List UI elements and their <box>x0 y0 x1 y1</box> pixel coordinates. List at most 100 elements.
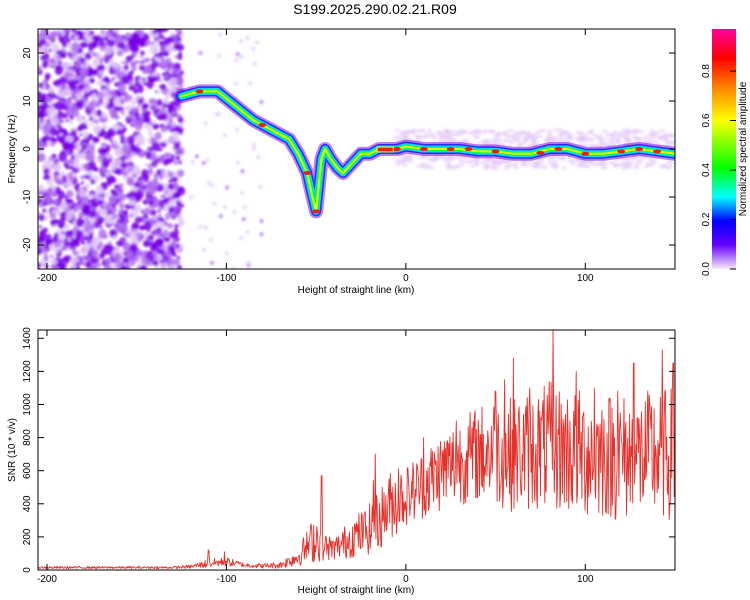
noise-blob <box>75 217 84 228</box>
halo-blob <box>530 140 539 144</box>
noise-blob <box>50 143 55 147</box>
noise-blob <box>92 59 99 67</box>
noise-blob <box>198 224 203 229</box>
noise-blob <box>168 101 176 110</box>
noise-blob <box>113 253 122 263</box>
noise-blob <box>177 186 186 196</box>
snr-y-axis-label: SNR (10 * v/v) <box>7 418 18 482</box>
halo-blob <box>552 128 559 132</box>
noise-blob <box>65 190 74 198</box>
noise-blob <box>71 29 77 33</box>
noise-blob <box>151 156 158 161</box>
noise-blob <box>54 66 64 75</box>
halo-blob <box>485 164 491 168</box>
noise-blob <box>171 181 179 191</box>
noise-blob <box>157 248 162 255</box>
halo-blob <box>395 128 400 132</box>
noise-blob <box>118 193 127 202</box>
noise-blob <box>68 243 76 250</box>
noise-blob <box>87 143 96 152</box>
noise-blob <box>171 251 177 257</box>
snr-frame <box>37 329 676 571</box>
noise-blob <box>88 210 97 218</box>
noise-blob <box>131 100 135 105</box>
noise-blob <box>125 219 129 223</box>
noise-blob <box>91 237 101 246</box>
noise-blob <box>177 78 184 85</box>
halo-blob <box>547 132 554 136</box>
noise-blob <box>62 130 67 136</box>
noise-blob <box>175 76 180 80</box>
noise-blob <box>105 144 111 152</box>
noise-blob <box>78 211 85 219</box>
halo-blob <box>625 161 631 165</box>
noise-blob <box>105 82 111 87</box>
noise-blob <box>110 110 118 120</box>
noise-blob <box>60 103 66 110</box>
halo-blob <box>402 163 408 167</box>
noise-blob <box>81 208 89 215</box>
snr-y-tick-label: 1000 <box>22 393 33 416</box>
halo-blob <box>604 132 612 136</box>
noise-blob <box>112 62 120 69</box>
halo-blob <box>495 160 502 164</box>
noise-blob <box>90 68 98 75</box>
noise-blob <box>74 60 83 69</box>
noise-blob <box>160 106 166 113</box>
noise-blob <box>165 168 170 172</box>
noise-blob <box>61 138 66 143</box>
spectrogram-y-tick-label: -20 <box>22 237 33 252</box>
noise-blob <box>79 67 88 77</box>
noise-blob <box>232 210 237 215</box>
halo-blob <box>414 134 422 138</box>
noise-blob <box>59 133 64 137</box>
noise-blob <box>65 210 74 221</box>
snr-y-tick-label: 800 <box>22 429 33 446</box>
noise-blob <box>63 255 71 263</box>
noise-blob <box>153 108 158 114</box>
halo-blob <box>473 158 480 162</box>
noise-blob <box>143 102 148 109</box>
noise-blob <box>109 194 113 199</box>
noise-blob <box>134 81 142 88</box>
noise-blob <box>38 65 42 72</box>
halo-blob <box>522 163 528 167</box>
noise-blob <box>120 95 125 100</box>
noise-blob <box>238 39 243 44</box>
noise-blob <box>61 61 69 69</box>
noise-blob <box>115 168 124 175</box>
noise-blob <box>154 90 158 94</box>
halo-blob <box>502 131 509 135</box>
noise-blob <box>82 144 88 150</box>
noise-blob <box>108 89 115 96</box>
halo-blob <box>508 141 514 145</box>
noise-blob <box>175 155 181 161</box>
noise-blob <box>152 260 159 267</box>
noise-blob <box>169 63 175 71</box>
noise-blob <box>209 260 214 265</box>
halo-blob <box>504 138 512 142</box>
noise-blob <box>100 208 108 217</box>
noise-blob <box>50 108 56 115</box>
noise-blob <box>121 224 126 229</box>
halo-blob <box>656 136 662 140</box>
noise-blob <box>142 240 151 248</box>
noise-blob <box>84 59 89 64</box>
noise-blob <box>69 165 75 170</box>
noise-blob <box>49 254 54 259</box>
noise-blob <box>142 111 150 120</box>
noise-blob <box>46 104 51 109</box>
noise-blob <box>201 161 206 166</box>
noise-blob <box>245 36 250 41</box>
noise-blob <box>173 160 178 166</box>
noise-blob <box>59 224 64 229</box>
noise-blob <box>73 79 80 85</box>
colorbar-tick-label: 0.4 <box>701 163 712 177</box>
noise-blob <box>152 123 160 130</box>
noise-blob <box>172 258 181 266</box>
noise-blob <box>234 81 239 86</box>
noise-blob <box>163 74 169 79</box>
noise-blob <box>106 38 116 48</box>
noise-blob <box>65 230 74 237</box>
